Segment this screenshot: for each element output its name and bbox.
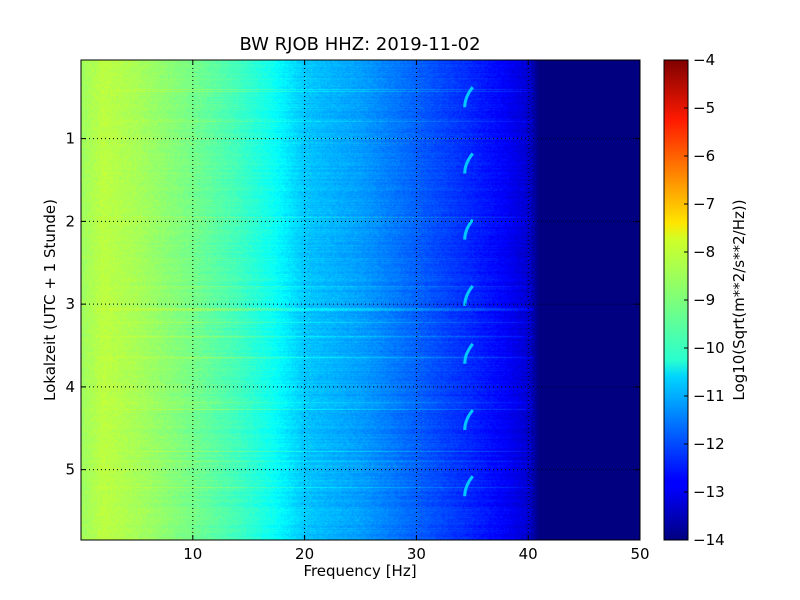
cb-tick-label--6: −6 xyxy=(693,147,715,165)
x-axis: 10 20 30 40 50 xyxy=(183,60,650,563)
y-tick-label-4: 4 xyxy=(65,378,75,396)
spectrogram-heatmap xyxy=(81,60,640,540)
cb-tick-label--9: −9 xyxy=(693,291,715,309)
y-axis: 1 2 3 4 5 xyxy=(65,130,640,479)
colorbar-ticks: −4 −5 −6 −7 −8 −9 −10 −11 −12 −13 −14 xyxy=(684,51,725,549)
feature-mark-6 xyxy=(463,475,474,497)
cb-tick-label--7: −7 xyxy=(693,195,715,213)
x-tick-label-20: 20 xyxy=(295,545,314,563)
y-tick-label-5: 5 xyxy=(65,461,75,479)
x-tick-label-10: 10 xyxy=(183,545,202,563)
cb-tick-label--12: −12 xyxy=(693,435,725,453)
cb-tick-label--10: −10 xyxy=(693,339,725,357)
cb-tick-label--5: −5 xyxy=(693,99,715,117)
x-tick-label-50: 50 xyxy=(630,545,649,563)
cb-tick-label--8: −8 xyxy=(693,243,715,261)
feature-mark-5 xyxy=(463,409,474,431)
x-axis-label: Frequency [Hz] xyxy=(303,562,416,580)
plot-area xyxy=(80,59,641,541)
y-tick-label-2: 2 xyxy=(65,212,75,230)
y-tick-label-1: 1 xyxy=(65,130,75,148)
x-tick-label-30: 30 xyxy=(407,545,426,563)
feature-mark-1 xyxy=(463,152,474,174)
cb-tick-label--14: −14 xyxy=(693,531,725,549)
feature-mark-0 xyxy=(463,86,474,108)
cb-tick-label--4: −4 xyxy=(693,51,715,69)
chart-title: BW RJOB HHZ: 2019-11-02 xyxy=(239,34,480,55)
feature-layer xyxy=(463,86,474,497)
y-axis-label: Lokalzeit (UTC + 1 Stunde) xyxy=(41,199,59,401)
feature-mark-3 xyxy=(463,284,474,306)
cb-tick-label--13: −13 xyxy=(693,483,725,501)
y-tick-label-3: 3 xyxy=(65,295,75,313)
x-tick-label-40: 40 xyxy=(519,545,538,563)
feature-mark-2 xyxy=(463,218,474,240)
cb-tick-label--11: −11 xyxy=(693,387,725,405)
feature-mark-4 xyxy=(463,342,474,364)
colorbar: −4 −5 −6 −7 −8 −9 −10 −11 −12 −13 −14 Log10(Sqrt(m… xyxy=(663,51,748,549)
colorbar-label: Log10(Sqrt(m**2/s**2/Hz)) xyxy=(730,199,748,400)
plot-frame xyxy=(80,59,641,541)
grid-lines xyxy=(81,60,640,540)
